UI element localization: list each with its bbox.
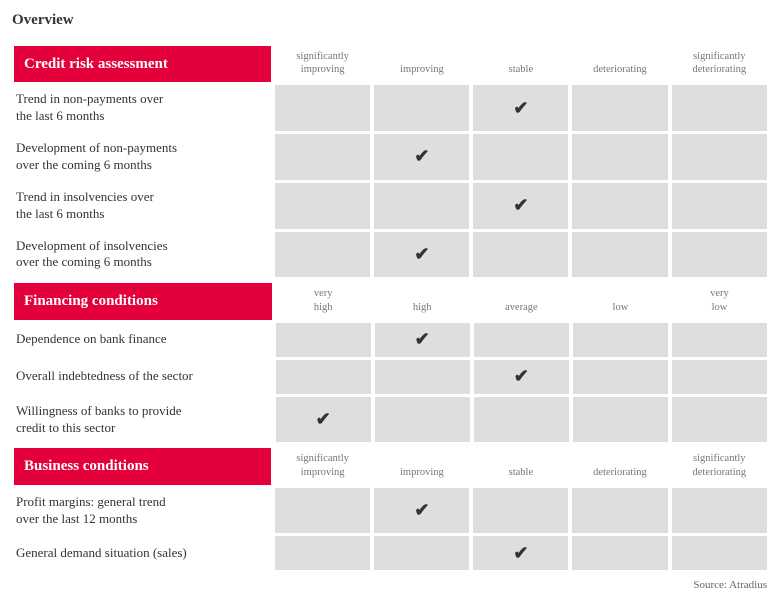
cell-empty [276,323,371,357]
table-row: Overall indebtedness of the sector ✔ [14,360,767,394]
cell-empty [573,323,668,357]
cell-checked: ✔ [375,323,470,357]
cell-checked: ✔ [473,85,568,131]
cell-empty [473,134,568,180]
cell-checked: ✔ [474,360,569,394]
cell-empty [473,488,568,534]
cell-empty [672,397,767,443]
source-label: Source: Atradius [10,579,771,591]
cell-checked: ✔ [473,183,568,229]
cell-checked: ✔ [374,488,469,534]
checkmark-icon: ✔ [415,329,430,349]
cell-empty [573,360,668,394]
column-header: stable [473,448,568,484]
cell-empty [572,183,667,229]
cell-empty [275,183,370,229]
checkmark-icon: ✔ [513,543,528,563]
cell-empty [672,323,767,357]
checkmark-icon: ✔ [513,98,528,118]
cell-empty [572,134,667,180]
tables-container: Credit risk assessmentsignificantlyimpro… [10,43,771,573]
cell-checked: ✔ [374,232,469,278]
checkmark-icon: ✔ [514,366,529,386]
cell-empty [375,360,470,394]
column-header: average [474,283,569,319]
column-header: significantlydeteriorating [672,448,767,484]
cell-empty [572,488,667,534]
section-header: Credit risk assessment [14,46,271,82]
cell-empty [672,536,767,570]
column-header: significantlyimproving [275,448,370,484]
cell-empty [374,536,469,570]
cell-empty [672,85,767,131]
table-row: Trend in non-payments overthe last 6 mon… [14,85,767,131]
column-header: significantlyimproving [275,46,370,82]
section-header: Financing conditions [14,283,272,319]
cell-checked: ✔ [473,536,568,570]
row-label: Willingness of banks to providecredit to… [14,397,272,443]
table-row: Willingness of banks to providecredit to… [14,397,767,443]
section-table: Credit risk assessmentsignificantlyimpro… [10,43,771,280]
cell-empty [473,232,568,278]
cell-empty [275,85,370,131]
cell-empty [572,85,667,131]
column-header: deteriorating [572,448,667,484]
cell-empty [573,397,668,443]
checkmark-icon: ✔ [414,244,429,264]
page-title: Overview [12,12,771,29]
cell-empty [672,183,767,229]
cell-empty [374,85,469,131]
column-header: verylow [672,283,767,319]
cell-checked: ✔ [276,397,371,443]
cell-empty [672,360,767,394]
cell-empty [276,360,371,394]
checkmark-icon: ✔ [316,409,331,429]
table-row: Development of insolvenciesover the comi… [14,232,767,278]
column-header: high [375,283,470,319]
row-label: Development of non-paymentsover the comi… [14,134,271,180]
table-row: Development of non-paymentsover the comi… [14,134,767,180]
table-row: General demand situation (sales) ✔ [14,536,767,570]
row-label: Trend in non-payments overthe last 6 mon… [14,85,271,131]
column-header: stable [473,46,568,82]
table-row: Profit margins: general trendover the la… [14,488,767,534]
row-label: Development of insolvenciesover the comi… [14,232,271,278]
checkmark-icon: ✔ [414,146,429,166]
column-header: improving [374,46,469,82]
column-header: low [573,283,668,319]
column-header: veryhigh [276,283,371,319]
cell-empty [672,488,767,534]
section-table: Business conditionssignificantlyimprovin… [10,445,771,573]
cell-empty [275,488,370,534]
table-row: Trend in insolvencies overthe last 6 mon… [14,183,767,229]
cell-empty [275,536,370,570]
row-label: Trend in insolvencies overthe last 6 mon… [14,183,271,229]
cell-empty [572,232,667,278]
section-header: Business conditions [14,448,271,484]
row-label: Overall indebtedness of the sector [14,360,272,394]
cell-empty [275,134,370,180]
checkmark-icon: ✔ [414,500,429,520]
column-header: significantlydeteriorating [672,46,767,82]
row-label: General demand situation (sales) [14,536,271,570]
column-header: deteriorating [572,46,667,82]
cell-empty [572,536,667,570]
cell-empty [672,232,767,278]
cell-checked: ✔ [374,134,469,180]
row-label: Profit margins: general trendover the la… [14,488,271,534]
cell-empty [375,397,470,443]
section-table: Financing conditionsveryhighhighaveragel… [10,280,771,445]
column-header: improving [374,448,469,484]
checkmark-icon: ✔ [513,195,528,215]
cell-empty [672,134,767,180]
cell-empty [374,183,469,229]
row-label: Dependence on bank finance [14,323,272,357]
cell-empty [275,232,370,278]
cell-empty [474,323,569,357]
cell-empty [474,397,569,443]
table-row: Dependence on bank finance ✔ [14,323,767,357]
